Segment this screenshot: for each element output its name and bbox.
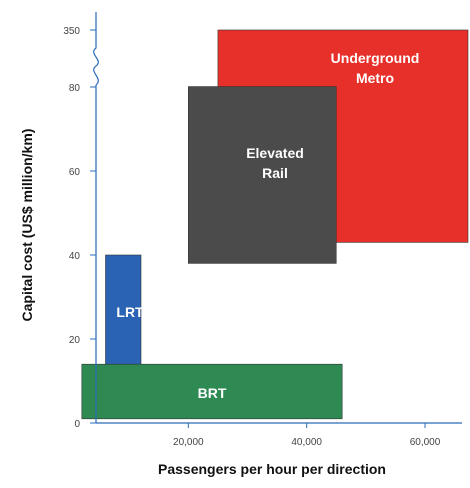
y-tick-label-20: 20 bbox=[69, 335, 81, 346]
box-label-elevated-rail-1: Rail bbox=[262, 165, 288, 181]
y-tick-label-40: 40 bbox=[69, 251, 81, 262]
box-brt bbox=[81, 363, 343, 420]
box-label-brt-0: BRT bbox=[198, 385, 227, 401]
box-label-lrt-0: LRT bbox=[116, 304, 144, 320]
labels-layer: Underground Metro Elevated Rail LRT BRT bbox=[116, 50, 419, 401]
box-elevated-rail bbox=[188, 86, 337, 264]
y-tick-label-0: 0 bbox=[74, 419, 80, 430]
x-axis-title: Passengers per hour per direction bbox=[158, 461, 386, 477]
boxes-layer bbox=[81, 29, 469, 420]
x-tick-label-60000: 60,000 bbox=[410, 437, 441, 448]
y-tick-label-350: 350 bbox=[63, 26, 80, 37]
x-tick-label-20000: 20,000 bbox=[173, 437, 204, 448]
x-tick-label-40000: 40,000 bbox=[291, 437, 322, 448]
y-axis-title: Capital cost (US$ million/km) bbox=[19, 129, 35, 322]
box-lrt bbox=[105, 254, 142, 373]
y-tick-label-80: 80 bbox=[69, 83, 81, 94]
y-tick-label-60: 60 bbox=[69, 167, 81, 178]
box-label-elevated-rail-0: Elevated bbox=[246, 145, 304, 161]
box-label-underground-metro-1: Metro bbox=[356, 70, 394, 86]
y-axis-break-symbol bbox=[93, 12, 99, 86]
box-label-underground-metro-0: Underground bbox=[331, 50, 420, 66]
axes-layer bbox=[93, 12, 462, 424]
ticks-layer: 0 20 40 60 80 350 20,000 40,000 60,000 bbox=[63, 26, 440, 448]
